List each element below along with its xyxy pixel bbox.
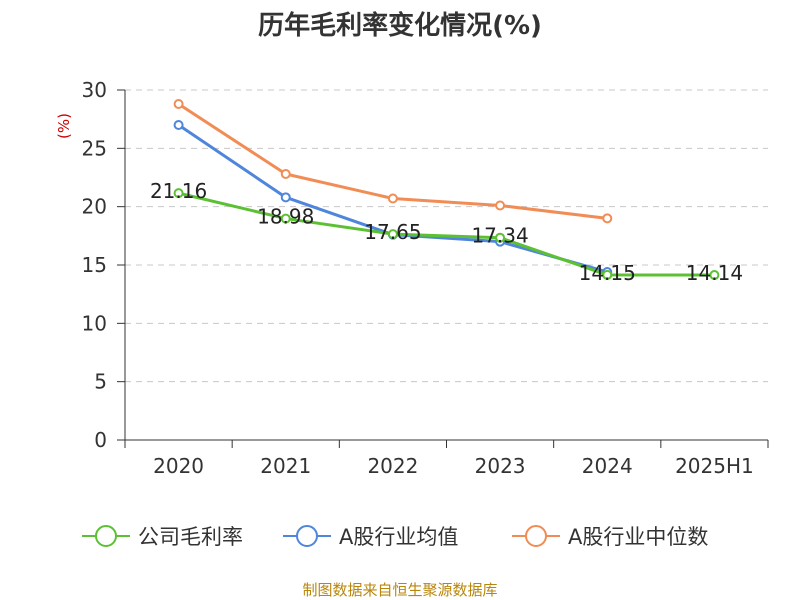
data-point	[495, 200, 506, 211]
data-label: 17.65	[364, 220, 421, 244]
data-point	[602, 269, 613, 280]
data-labels: 21.16 18.98 17.65 17.34 14.15 14.14	[150, 179, 743, 285]
legend-marker	[95, 525, 117, 547]
data-point	[173, 120, 184, 130]
legend-label: A股行业均值	[339, 525, 458, 549]
y-tick-label: 15	[82, 253, 107, 277]
y-tick-label: 25	[82, 136, 107, 160]
data-point	[709, 270, 720, 281]
legend-marker	[296, 525, 318, 547]
data-point	[280, 169, 291, 179]
data-label: 18.98	[257, 205, 314, 229]
series-lines	[173, 99, 720, 281]
source-note: 制图数据来自恒生聚源数据库	[302, 581, 497, 599]
legend-marker	[525, 525, 547, 547]
legend-label: A股行业中位数	[568, 525, 708, 549]
x-tick-label: 2020	[153, 454, 204, 478]
series-line	[177, 191, 716, 277]
grid-lines	[125, 89, 768, 383]
x-tick-label: 2024	[582, 454, 633, 478]
x-tick-label: 2025H1	[675, 454, 754, 478]
data-point	[173, 99, 184, 109]
axes: 0 5 10 15 20 25 30 2020 2021 2022 2023 2024 2025H1	[82, 78, 769, 478]
x-tick-label: 2023	[475, 454, 526, 478]
legend-label: 公司毛利率	[138, 525, 243, 549]
legend: 公司毛利率 A股行业均值 A股行业中位数	[82, 525, 708, 549]
y-tick-label: 30	[82, 78, 107, 102]
y-tick-label: 5	[94, 370, 107, 394]
data-point	[387, 193, 398, 204]
data-point	[280, 192, 291, 203]
data-point	[280, 213, 291, 224]
y-tick-label: 0	[94, 428, 107, 452]
y-axis-unit-label: (%)	[55, 113, 73, 139]
x-tick-label: 2021	[260, 454, 311, 478]
data-label: 14.15	[579, 261, 636, 285]
data-label: 14.14	[686, 261, 743, 285]
y-tick-label: 20	[82, 195, 107, 219]
y-tick-label: 10	[82, 311, 107, 335]
data-point	[495, 232, 506, 243]
data-label: 21.16	[150, 179, 207, 203]
data-point	[173, 188, 184, 199]
x-tick-label: 2022	[367, 454, 418, 478]
data-label: 17.34	[471, 224, 528, 248]
chart-title: 历年毛利率变化情况(%)	[258, 10, 542, 41]
data-point	[387, 229, 398, 240]
data-point	[602, 213, 613, 224]
